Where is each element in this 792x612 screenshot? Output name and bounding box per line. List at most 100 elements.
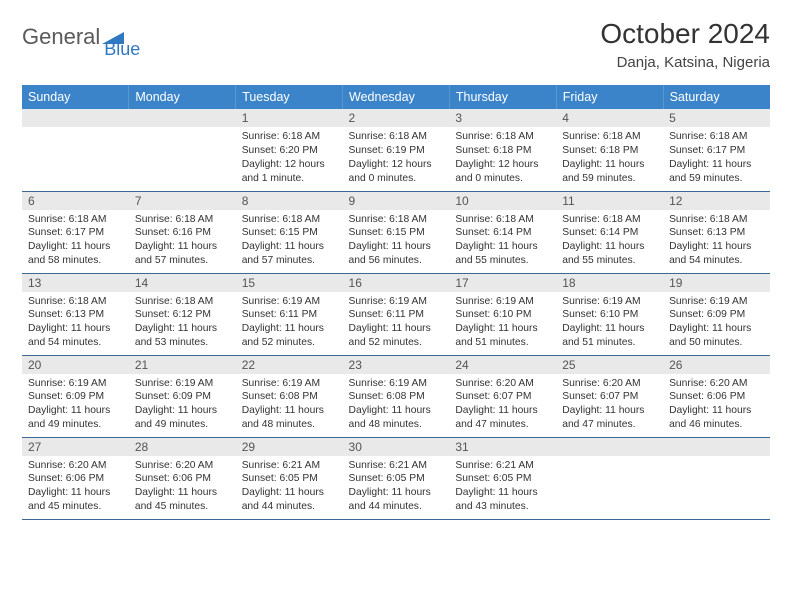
- calendar-table: Sunday Monday Tuesday Wednesday Thursday…: [22, 85, 770, 520]
- sunrise-text: Sunrise: 6:19 AM: [28, 377, 123, 391]
- day-number: 22: [236, 356, 343, 374]
- day-details: Sunrise: 6:19 AMSunset: 6:11 PMDaylight:…: [236, 292, 343, 355]
- calendar-row: 13Sunrise: 6:18 AMSunset: 6:13 PMDayligh…: [22, 273, 770, 355]
- day-number: 6: [22, 192, 129, 210]
- weekday-header-row: Sunday Monday Tuesday Wednesday Thursday…: [22, 85, 770, 109]
- logo-text-general: General: [22, 24, 100, 50]
- day-details: Sunrise: 6:18 AMSunset: 6:18 PMDaylight:…: [449, 127, 556, 190]
- calendar-cell: 6Sunrise: 6:18 AMSunset: 6:17 PMDaylight…: [22, 191, 129, 273]
- sunset-text: Sunset: 6:09 PM: [135, 390, 230, 404]
- calendar-cell: 4Sunrise: 6:18 AMSunset: 6:18 PMDaylight…: [556, 109, 663, 191]
- daylight-text: Daylight: 11 hours and 49 minutes.: [135, 404, 230, 432]
- day-number: 21: [129, 356, 236, 374]
- day-number: 11: [556, 192, 663, 210]
- daylight-text: Daylight: 11 hours and 54 minutes.: [28, 322, 123, 350]
- calendar-cell: 2Sunrise: 6:18 AMSunset: 6:19 PMDaylight…: [343, 109, 450, 191]
- day-number: 29: [236, 438, 343, 456]
- calendar-cell: 27Sunrise: 6:20 AMSunset: 6:06 PMDayligh…: [22, 437, 129, 519]
- calendar-cell: 14Sunrise: 6:18 AMSunset: 6:12 PMDayligh…: [129, 273, 236, 355]
- day-number: 4: [556, 109, 663, 127]
- weekday-friday: Friday: [556, 85, 663, 109]
- day-details: Sunrise: 6:18 AMSunset: 6:12 PMDaylight:…: [129, 292, 236, 355]
- calendar-cell: 9Sunrise: 6:18 AMSunset: 6:15 PMDaylight…: [343, 191, 450, 273]
- day-number: 1: [236, 109, 343, 127]
- sunrise-text: Sunrise: 6:20 AM: [669, 377, 764, 391]
- daylight-text: Daylight: 11 hours and 48 minutes.: [242, 404, 337, 432]
- calendar-row: 27Sunrise: 6:20 AMSunset: 6:06 PMDayligh…: [22, 437, 770, 519]
- day-number: 13: [22, 274, 129, 292]
- weekday-saturday: Saturday: [663, 85, 770, 109]
- logo: General Blue: [22, 24, 140, 50]
- day-details: Sunrise: 6:19 AMSunset: 6:09 PMDaylight:…: [663, 292, 770, 355]
- calendar-cell: 15Sunrise: 6:19 AMSunset: 6:11 PMDayligh…: [236, 273, 343, 355]
- sunrise-text: Sunrise: 6:20 AM: [135, 459, 230, 473]
- day-details: Sunrise: 6:18 AMSunset: 6:20 PMDaylight:…: [236, 127, 343, 190]
- daylight-text: Daylight: 11 hours and 43 minutes.: [455, 486, 550, 514]
- daylight-text: Daylight: 11 hours and 45 minutes.: [28, 486, 123, 514]
- day-details: Sunrise: 6:18 AMSunset: 6:14 PMDaylight:…: [556, 210, 663, 273]
- day-details: Sunrise: 6:18 AMSunset: 6:14 PMDaylight:…: [449, 210, 556, 273]
- calendar-cell: [22, 109, 129, 191]
- daylight-text: Daylight: 11 hours and 47 minutes.: [562, 404, 657, 432]
- logo-text-blue: Blue: [104, 39, 140, 60]
- daylight-text: Daylight: 11 hours and 52 minutes.: [349, 322, 444, 350]
- sunset-text: Sunset: 6:16 PM: [135, 226, 230, 240]
- location-text: Danja, Katsina, Nigeria: [600, 54, 770, 71]
- weekday-thursday: Thursday: [449, 85, 556, 109]
- sunset-text: Sunset: 6:09 PM: [28, 390, 123, 404]
- sunset-text: Sunset: 6:17 PM: [28, 226, 123, 240]
- day-details: Sunrise: 6:21 AMSunset: 6:05 PMDaylight:…: [449, 456, 556, 519]
- sunset-text: Sunset: 6:06 PM: [669, 390, 764, 404]
- day-details: Sunrise: 6:19 AMSunset: 6:09 PMDaylight:…: [22, 374, 129, 437]
- daylight-text: Daylight: 12 hours and 1 minute.: [242, 158, 337, 186]
- sunrise-text: Sunrise: 6:18 AM: [242, 130, 337, 144]
- day-number: 12: [663, 192, 770, 210]
- calendar-cell: 17Sunrise: 6:19 AMSunset: 6:10 PMDayligh…: [449, 273, 556, 355]
- day-number-empty: [663, 438, 770, 456]
- day-details: Sunrise: 6:19 AMSunset: 6:10 PMDaylight:…: [556, 292, 663, 355]
- calendar-cell: 12Sunrise: 6:18 AMSunset: 6:13 PMDayligh…: [663, 191, 770, 273]
- daylight-text: Daylight: 11 hours and 45 minutes.: [135, 486, 230, 514]
- sunset-text: Sunset: 6:18 PM: [455, 144, 550, 158]
- sunset-text: Sunset: 6:06 PM: [135, 472, 230, 486]
- day-number: 27: [22, 438, 129, 456]
- sunset-text: Sunset: 6:15 PM: [242, 226, 337, 240]
- day-number: 25: [556, 356, 663, 374]
- calendar-cell: 16Sunrise: 6:19 AMSunset: 6:11 PMDayligh…: [343, 273, 450, 355]
- calendar-cell: 24Sunrise: 6:20 AMSunset: 6:07 PMDayligh…: [449, 355, 556, 437]
- sunset-text: Sunset: 6:17 PM: [669, 144, 764, 158]
- day-number-empty: [22, 109, 129, 127]
- day-number: 23: [343, 356, 450, 374]
- day-number: 18: [556, 274, 663, 292]
- day-number: 16: [343, 274, 450, 292]
- calendar-cell: 7Sunrise: 6:18 AMSunset: 6:16 PMDaylight…: [129, 191, 236, 273]
- sunrise-text: Sunrise: 6:18 AM: [242, 213, 337, 227]
- day-details: Sunrise: 6:19 AMSunset: 6:10 PMDaylight:…: [449, 292, 556, 355]
- day-number: 31: [449, 438, 556, 456]
- daylight-text: Daylight: 11 hours and 51 minutes.: [455, 322, 550, 350]
- sunrise-text: Sunrise: 6:20 AM: [28, 459, 123, 473]
- sunrise-text: Sunrise: 6:18 AM: [135, 295, 230, 309]
- sunset-text: Sunset: 6:05 PM: [349, 472, 444, 486]
- sunrise-text: Sunrise: 6:18 AM: [135, 213, 230, 227]
- calendar-cell: [663, 437, 770, 519]
- sunset-text: Sunset: 6:12 PM: [135, 308, 230, 322]
- day-details: Sunrise: 6:19 AMSunset: 6:08 PMDaylight:…: [236, 374, 343, 437]
- daylight-text: Daylight: 11 hours and 51 minutes.: [562, 322, 657, 350]
- sunset-text: Sunset: 6:07 PM: [562, 390, 657, 404]
- sunset-text: Sunset: 6:05 PM: [455, 472, 550, 486]
- day-details: Sunrise: 6:18 AMSunset: 6:15 PMDaylight:…: [343, 210, 450, 273]
- daylight-text: Daylight: 11 hours and 53 minutes.: [135, 322, 230, 350]
- day-details: Sunrise: 6:20 AMSunset: 6:06 PMDaylight:…: [129, 456, 236, 519]
- sunrise-text: Sunrise: 6:21 AM: [349, 459, 444, 473]
- sunset-text: Sunset: 6:20 PM: [242, 144, 337, 158]
- day-details: Sunrise: 6:18 AMSunset: 6:15 PMDaylight:…: [236, 210, 343, 273]
- sunset-text: Sunset: 6:18 PM: [562, 144, 657, 158]
- sunrise-text: Sunrise: 6:18 AM: [669, 213, 764, 227]
- day-details: Sunrise: 6:18 AMSunset: 6:13 PMDaylight:…: [22, 292, 129, 355]
- sunrise-text: Sunrise: 6:21 AM: [242, 459, 337, 473]
- day-number: 10: [449, 192, 556, 210]
- day-details: Sunrise: 6:20 AMSunset: 6:06 PMDaylight:…: [663, 374, 770, 437]
- daylight-text: Daylight: 11 hours and 46 minutes.: [669, 404, 764, 432]
- day-number: 20: [22, 356, 129, 374]
